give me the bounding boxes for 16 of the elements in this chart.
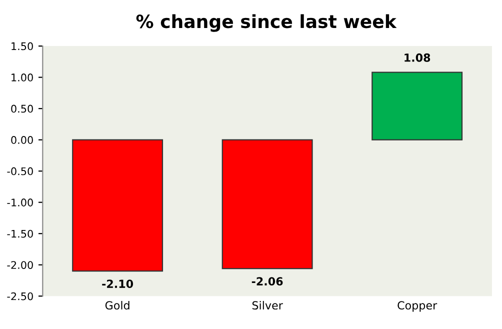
- y-tick-label: -2.50: [7, 292, 33, 300]
- y-tick-label: 1.50: [12, 42, 33, 50]
- y-tick-label: -0.50: [7, 167, 33, 176]
- y-tick-label: -2.00: [7, 261, 33, 269]
- chart-title: % change since last week: [136, 14, 397, 32]
- data-label: -2.10: [102, 280, 134, 288]
- y-tick-label: -1.00: [7, 198, 33, 206]
- y-tick-label: 0.50: [11, 104, 33, 113]
- y-tick-label: -1.50: [7, 230, 33, 238]
- y-tick-label: 0.00: [11, 136, 33, 144]
- data-label: -2.06: [252, 277, 283, 286]
- x-tick-label: Copper: [398, 301, 438, 312]
- y-tick-label: 1.00: [12, 74, 33, 82]
- data-label: 1.08: [404, 53, 430, 62]
- x-tick-label: Silver: [252, 300, 283, 310]
- x-tick-label: Gold: [105, 300, 130, 310]
